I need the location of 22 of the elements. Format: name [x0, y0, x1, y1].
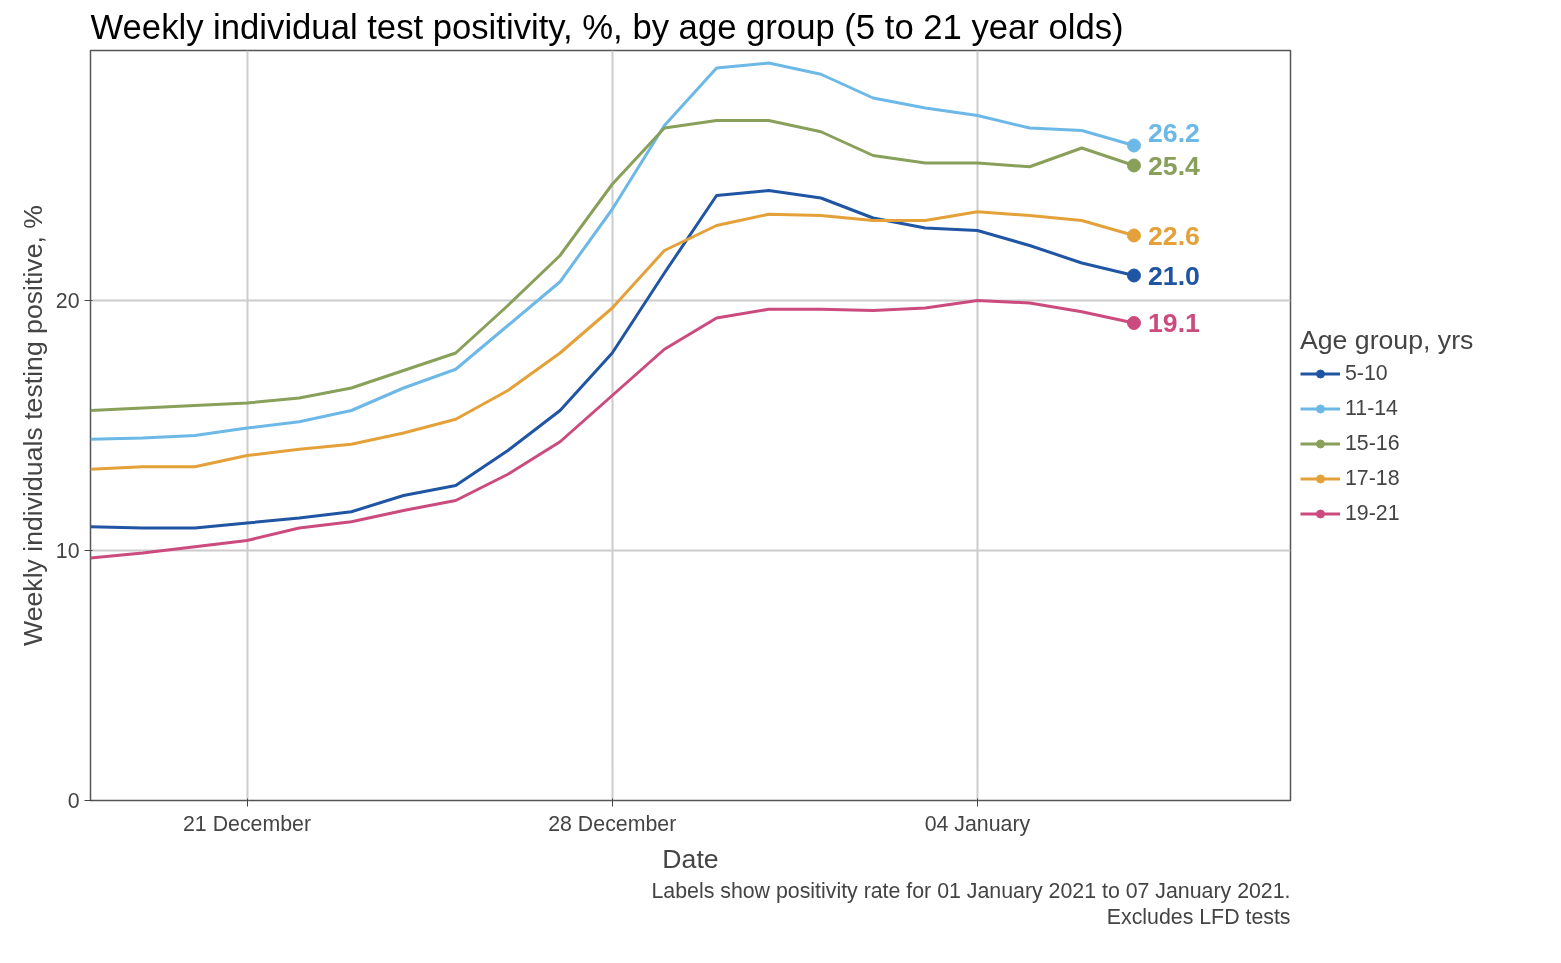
- legend-label: 15-16: [1345, 430, 1400, 456]
- legend-label: 11-14: [1345, 395, 1398, 421]
- data-label: 22.6: [1147, 220, 1200, 251]
- data-label: 26.2: [1147, 118, 1200, 148]
- x-tick-label: 04 January: [924, 811, 1031, 836]
- y-tick-label: 0: [67, 789, 80, 813]
- y-tick-label: 10: [55, 539, 80, 563]
- text: Excludes LFD tests: [1106, 904, 1291, 929]
- legend-label: 19-21: [1345, 500, 1400, 526]
- x-tick-label: 28 December: [548, 811, 677, 836]
- legend-title: Age group, yrs: [1300, 324, 1474, 356]
- data-label: 21.0: [1147, 260, 1200, 291]
- y-axis-title: Weekly individuals testing positive, %: [17, 204, 48, 647]
- y-tick-label: 20: [55, 289, 80, 313]
- legend-label: 17-18: [1345, 465, 1400, 491]
- chart-title: Weekly individual test positivity, %, by age group (5 to 21 year olds): [90, 7, 1124, 46]
- legend-label: 5-10: [1345, 360, 1388, 386]
- x-tick-label: 21 December: [183, 811, 312, 836]
- data-label: 19.1: [1147, 308, 1201, 338]
- x-axis-title: Date: [662, 843, 719, 874]
- data-label: 25.4: [1147, 150, 1201, 181]
- text: Labels show positivity rate for 01 January 2021 to 07 January 2021.: [651, 878, 1291, 903]
